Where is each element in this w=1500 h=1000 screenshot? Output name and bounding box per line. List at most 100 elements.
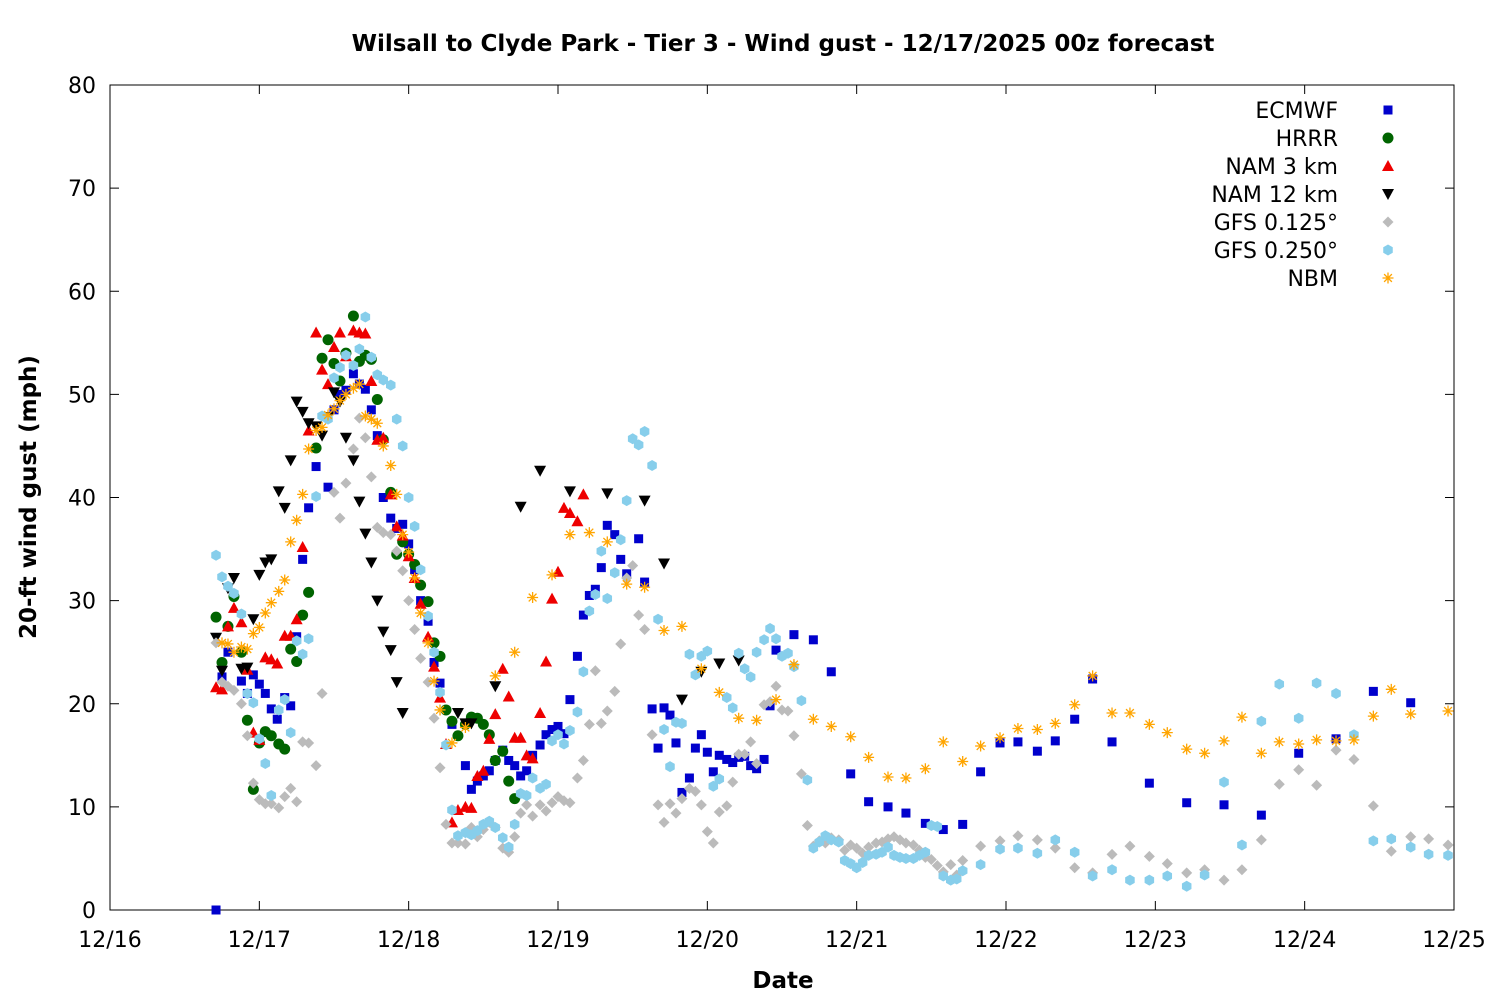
data-point [360,384,370,394]
data-point [441,739,451,751]
data-point [563,486,576,498]
data-point [610,530,620,540]
data-point [1405,841,1416,853]
data-point [227,572,240,584]
legend-marker [1383,105,1393,115]
data-point [596,563,606,573]
x-tick-label: 12/18 [377,928,440,953]
x-tick-label: 12/24 [1273,928,1336,953]
data-point [1367,710,1379,722]
data-point [235,641,247,653]
data-point [1012,723,1024,734]
data-point [1143,718,1155,730]
data-point [901,852,911,864]
data-point [864,797,874,807]
data-point [653,743,663,753]
data-point [771,633,781,645]
series-gfs-0-125- [210,412,1454,886]
data-point [291,796,303,808]
data-point [1442,839,1454,851]
data-point [1311,677,1322,689]
y-tick-label: 80 [68,74,96,99]
data-point [1442,705,1454,717]
data-point [684,773,694,783]
data-point [696,730,706,740]
data-point [547,725,557,735]
data-point [236,676,246,686]
data-point [925,853,937,865]
data-point [739,663,750,675]
data-point [857,857,868,869]
data-point [677,717,687,729]
data-point [397,440,408,452]
data-point [304,503,314,513]
data-point [782,705,794,717]
data-point [633,609,645,621]
data-point [516,771,526,781]
data-point [665,710,675,720]
data-point [296,541,309,552]
data-point [684,648,695,660]
data-point [398,519,408,529]
data-point [466,784,476,794]
data-point [722,754,732,764]
data-point [745,671,756,683]
data-point [746,761,756,771]
data-point [371,394,383,406]
data-point [279,743,291,755]
data-point [664,798,676,810]
data-point [211,905,221,915]
y-tick-label: 50 [68,383,96,408]
data-point [659,703,669,713]
data-point [689,785,701,797]
x-tick-label: 12/19 [526,928,589,953]
legend-marker [1382,272,1394,284]
data-point [638,495,651,507]
data-point [601,705,613,717]
data-point [310,424,322,436]
data-point [247,777,259,789]
data-point [583,718,595,730]
legend-marker [1382,132,1394,144]
data-point [634,534,644,544]
legend-label: HRRR [1276,127,1338,152]
data-point [932,820,943,832]
data-point [571,772,583,784]
data-point [340,388,352,400]
data-point [1107,864,1117,876]
data-point [254,733,265,745]
x-axis: 12/16 12/17 12/18 12/19 12/20 12/21 12/22 12/23… [78,85,1486,953]
data-point [365,557,378,569]
data-point [241,643,253,655]
data-point [285,727,296,739]
data-point [377,626,390,638]
legend-label: GFS 0.125° [1214,211,1338,236]
data-point [1330,744,1342,756]
data-point [223,647,233,657]
data-point [371,417,383,429]
data-point [639,624,651,635]
data-point [465,801,478,813]
data-point [883,802,893,812]
data-point [447,804,457,816]
data-point [808,635,818,645]
y-axis-title: 20-ft wind gust (mph) [16,355,42,639]
data-point [328,340,340,352]
x-tick-label: 12/23 [1124,928,1187,953]
data-point [297,609,309,621]
data-point [751,646,762,658]
data-point [1406,698,1416,708]
data-point [404,539,414,549]
data-point [733,647,744,659]
data-point [409,572,421,584]
data-point [397,565,409,577]
data-point [242,687,253,699]
data-point [639,581,651,593]
data-point [489,670,501,682]
data-point [1293,738,1305,750]
data-point [975,840,987,852]
data-point [732,655,745,667]
data-point [279,694,290,706]
data-point [477,718,489,730]
data-point [863,751,875,763]
